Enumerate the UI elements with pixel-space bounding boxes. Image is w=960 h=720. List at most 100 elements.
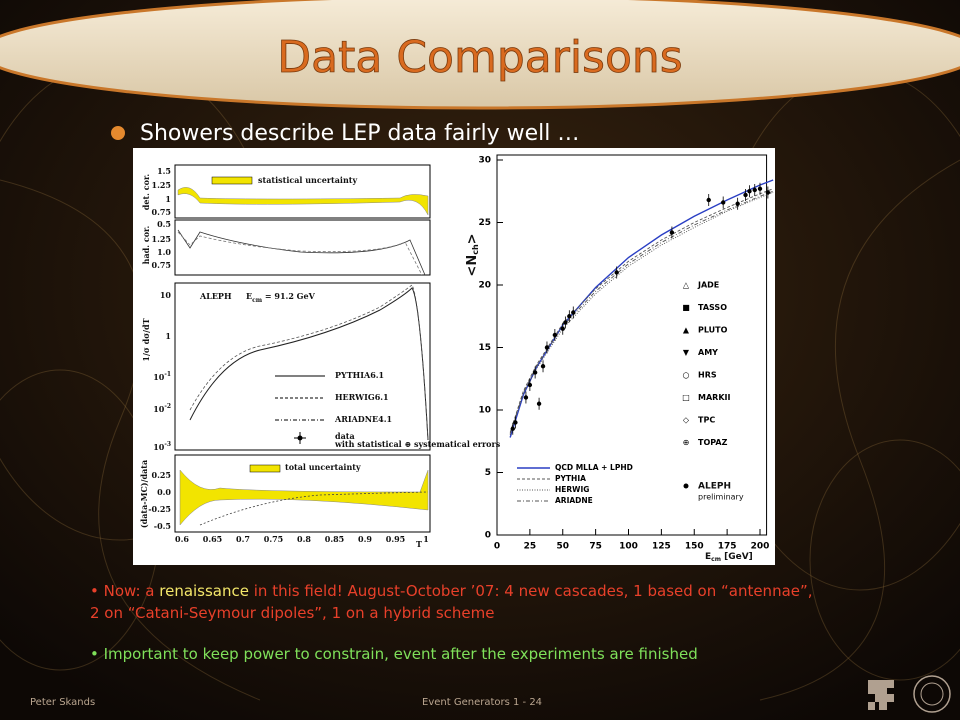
data-point bbox=[614, 270, 619, 275]
legend-symbol: ○ bbox=[683, 371, 690, 380]
y-tick-label: 0.75 bbox=[152, 260, 171, 270]
x-tick-label: 0.6 bbox=[175, 534, 189, 544]
y-tick-label: 5 bbox=[485, 468, 491, 478]
x-tick-label: 50 bbox=[556, 542, 569, 552]
x-tick-label: 25 bbox=[524, 542, 537, 552]
x-tick-label: 1 bbox=[423, 534, 429, 544]
legend-label: HRS bbox=[698, 371, 717, 380]
y-tick-label: 1.0 bbox=[157, 247, 171, 257]
x-tick-label: 100 bbox=[619, 542, 638, 552]
data-point bbox=[513, 420, 518, 425]
legend-symbol: ▼ bbox=[683, 348, 690, 357]
data-point bbox=[540, 364, 546, 369]
data-point bbox=[743, 192, 748, 198]
tick-base: 10 bbox=[153, 442, 165, 452]
legend-label: HERWIG bbox=[555, 485, 589, 494]
left-plot: statistical uncertainty total uncertaint… bbox=[139, 164, 501, 549]
data-point bbox=[560, 326, 565, 331]
y-tick-label: 0 bbox=[485, 531, 491, 541]
y-tick-label: 1.25 bbox=[152, 234, 171, 244]
note-1: • Now: a renaissance in this field! Augu… bbox=[90, 580, 820, 624]
x-tick-label: 150 bbox=[685, 542, 704, 552]
x-tick-label: 0.75 bbox=[264, 534, 283, 544]
y-tick-label: 20 bbox=[478, 281, 491, 291]
data-point bbox=[706, 197, 711, 203]
label: 1/σ dσ/dT bbox=[141, 318, 151, 361]
x-tick-label: 75 bbox=[589, 542, 602, 552]
legend-symbol: ▲ bbox=[683, 326, 690, 335]
label: data bbox=[335, 431, 355, 441]
legend-label: TPC bbox=[698, 416, 715, 425]
data-point bbox=[544, 345, 550, 350]
fermilab-logo bbox=[868, 680, 894, 710]
tick-exponent: -2 bbox=[164, 403, 171, 410]
y-tick-label: 10-3 bbox=[153, 441, 171, 453]
data-point bbox=[563, 320, 568, 325]
cern-logo-inner bbox=[920, 682, 944, 706]
data-point bbox=[510, 426, 515, 431]
label: [GeV] bbox=[721, 552, 753, 562]
legend-symbol: ■ bbox=[682, 303, 690, 312]
x-tick-label: 0.85 bbox=[325, 534, 344, 544]
legend-label: AMY bbox=[698, 348, 718, 357]
legend-label: QCD MLLA + LPHD bbox=[555, 463, 633, 472]
legend-symbol: ◇ bbox=[683, 416, 690, 425]
label: = 91.2 GeV bbox=[262, 291, 315, 301]
data-point bbox=[536, 401, 542, 406]
legend-label: TOPAZ bbox=[698, 438, 728, 447]
footer-center: Event Generators 1 - 24 bbox=[422, 697, 543, 708]
y-tick-label: -0.5 bbox=[154, 521, 171, 531]
y-tick-label: 1.25 bbox=[152, 180, 171, 190]
svg-text:Ecm [GeV]: Ecm [GeV] bbox=[705, 552, 753, 563]
data-point bbox=[747, 189, 752, 194]
label: ARIADNE4.1 bbox=[334, 414, 392, 424]
data-point bbox=[571, 310, 576, 315]
tick-exponent: -1 bbox=[164, 371, 171, 378]
right-plot: <Nch> Ecm [GeV] ALEPH preliminary 0 5 10 15… bbox=[465, 154, 774, 563]
data-point bbox=[669, 230, 675, 235]
y-tick-label: 25 bbox=[478, 218, 491, 228]
label: PYTHIA6.1 bbox=[335, 370, 384, 380]
y-tick-label: 10-2 bbox=[153, 403, 171, 415]
data-point bbox=[567, 314, 572, 319]
label: det. cor. bbox=[141, 174, 151, 211]
label: statistical uncertainty bbox=[258, 175, 357, 185]
data-point bbox=[735, 201, 740, 206]
legend-label: PYTHIA bbox=[555, 474, 586, 483]
data-point bbox=[523, 395, 529, 400]
y-tick-label: 1 bbox=[165, 194, 171, 204]
tick-base: 10 bbox=[153, 372, 165, 382]
x-tick-label: 0.7 bbox=[236, 534, 250, 544]
label: with statistical ⊕ systematical errors bbox=[334, 439, 501, 449]
data-point bbox=[532, 370, 538, 375]
data-point bbox=[527, 382, 533, 388]
x-tick-label: 0 bbox=[494, 542, 500, 552]
x-tick-label: 200 bbox=[751, 542, 770, 552]
label: had. cor. bbox=[141, 225, 151, 264]
svg-text:Ecm = 91.2 GeV: Ecm = 91.2 GeV bbox=[246, 291, 316, 304]
legend-label: TASSO bbox=[698, 303, 727, 312]
label: total uncertainty bbox=[285, 462, 361, 472]
y-tick-label: 10-1 bbox=[153, 371, 171, 383]
label: ALEPH bbox=[698, 482, 731, 492]
note-text: • Now: a bbox=[90, 582, 160, 600]
tick-base: 1 bbox=[165, 331, 171, 341]
tick-base: 10 bbox=[160, 290, 172, 300]
y-tick-label: 1.5 bbox=[157, 166, 171, 176]
legend-symbol: □ bbox=[682, 393, 690, 402]
x-tick-label: 0.95 bbox=[386, 534, 405, 544]
bullet-dot bbox=[111, 126, 125, 140]
y-tick-label: 0.25 bbox=[152, 470, 171, 480]
svg-text:<Nch>: <Nch> bbox=[465, 233, 480, 276]
y-tick-label: 10 bbox=[160, 290, 172, 300]
label: ch bbox=[471, 244, 480, 255]
y-tick-label: 0.75 bbox=[152, 207, 171, 217]
bullet-text: Showers describe LEP data fairly well … bbox=[140, 121, 579, 146]
label: preliminary bbox=[698, 493, 744, 502]
y-tick-label: 0.5 bbox=[157, 219, 171, 229]
series-line bbox=[509, 192, 774, 436]
label: T bbox=[416, 539, 422, 549]
data-point bbox=[720, 200, 726, 205]
